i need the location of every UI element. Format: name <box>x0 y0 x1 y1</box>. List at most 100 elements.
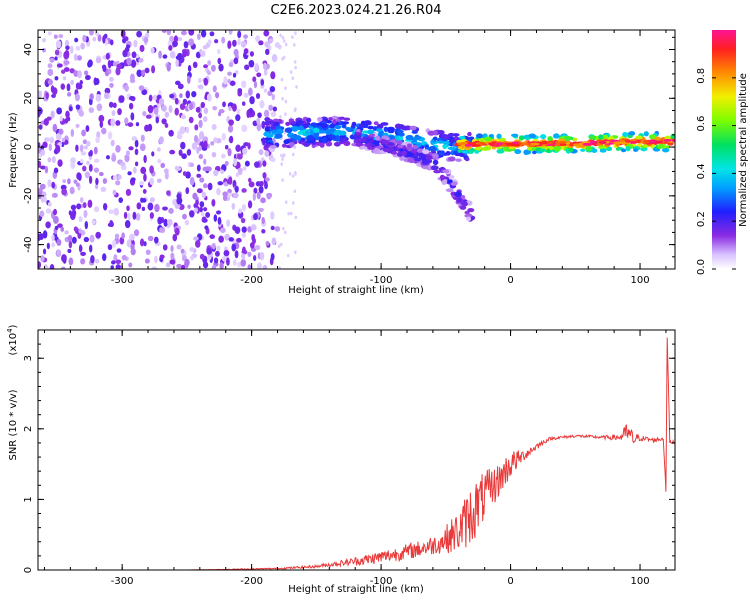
spectrogram-cell <box>164 122 169 128</box>
spectrogram-cell <box>228 237 234 242</box>
spectrogram-cell <box>271 54 278 63</box>
spectrogram-cell <box>68 106 73 112</box>
spectrogram-cell <box>481 146 489 151</box>
spectrogram-cell <box>598 145 604 150</box>
spectrogram-cell <box>53 215 59 224</box>
spectrogram-cell <box>294 31 297 35</box>
spectrogram-cell <box>141 198 147 203</box>
spectrogram-cell <box>79 80 83 85</box>
spectrogram-cell <box>558 140 568 144</box>
spectrogram-cell <box>115 264 121 269</box>
spectrogram-cell <box>221 153 226 159</box>
spectrogram-cell <box>196 164 201 172</box>
spectrogram-cell <box>213 257 219 264</box>
spectrogram-cell <box>504 142 515 146</box>
spectrogram-cell <box>49 264 55 269</box>
spectrogram-cell <box>179 126 186 135</box>
spectrogram-cell <box>192 61 198 69</box>
spectrogram-cell <box>258 149 264 156</box>
spectrogram-cell <box>135 161 139 167</box>
spectrogram-cell <box>60 226 65 232</box>
spectrogram-cell <box>189 162 195 168</box>
spectrogram-cell <box>149 212 154 219</box>
spectrogram-cell <box>142 189 147 194</box>
spectrogram-cell <box>241 188 247 193</box>
spectrogram-cell <box>59 115 63 122</box>
spectrogram-cell <box>109 82 114 88</box>
spectrogram-cell <box>112 189 117 196</box>
spectrogram-cell <box>599 148 607 153</box>
spectrogram-cell <box>448 156 456 162</box>
spectrogram-cell <box>61 188 68 196</box>
spectrogram-cell <box>71 209 77 217</box>
spectrogram-cell <box>218 111 222 117</box>
spectrogram-cell <box>406 151 413 158</box>
x-tick-label: -100 <box>370 576 393 587</box>
spectrogram-cell <box>382 147 391 153</box>
spectrogram-cell <box>405 134 414 141</box>
spectrogram-cell <box>572 143 581 147</box>
spectrogram-cell <box>112 239 117 248</box>
spectrogram-cell <box>306 134 315 140</box>
spectrogram-cell <box>248 177 252 183</box>
spectrogram-cell <box>194 124 199 131</box>
spectrogram-cell <box>123 211 128 219</box>
spectrogram-cell <box>499 137 507 142</box>
spectrogram-cell <box>204 225 209 230</box>
spectrogram-cell <box>343 140 351 146</box>
spectrogram-cell <box>356 138 364 143</box>
spectrogram-cell <box>83 209 88 218</box>
spectrogram-cell <box>256 72 262 78</box>
spectrogram-cell <box>38 261 42 269</box>
spectrogram-cell <box>149 177 155 186</box>
spectrogram-cell <box>133 229 140 237</box>
spectrogram-cell <box>256 122 262 132</box>
spectrogram-cell <box>198 112 203 119</box>
spectrogram-cell <box>154 203 160 213</box>
spectrogram-cell <box>201 216 207 223</box>
spectrogram-cell <box>227 148 232 157</box>
spectrogram-cell <box>126 44 131 49</box>
spectrogram-cell <box>622 131 629 137</box>
spectrogram-cell <box>341 123 347 129</box>
spectrogram-cell <box>105 155 110 160</box>
spectrogram-cell <box>38 233 41 242</box>
spectrogram-cell <box>149 197 155 203</box>
spectrogram-cell <box>530 142 540 146</box>
spectrogram-cell <box>211 264 216 269</box>
spectrogram-cell <box>47 68 54 77</box>
spectrogram-cell <box>203 107 209 115</box>
spectrogram-cell <box>314 136 320 141</box>
spectrogram-cell <box>51 156 56 164</box>
spectrogram-cell <box>124 117 129 125</box>
spectrogram-cell <box>433 136 438 141</box>
spectrogram-cell <box>95 177 99 186</box>
spectrogram-cell <box>166 63 171 72</box>
spectrogram-cell <box>281 96 284 101</box>
spectrogram-cell <box>162 206 168 211</box>
spectrogram-cell <box>54 49 60 56</box>
spectrogram-cell <box>108 101 114 108</box>
spectrogram-cell <box>263 109 270 118</box>
spectrogram-cell <box>376 123 384 130</box>
spectrogram-cell <box>325 129 332 136</box>
spectrogram-cell <box>518 135 525 140</box>
spectrogram-cell <box>222 191 228 197</box>
spectrogram-cell <box>293 189 297 193</box>
spectrogram-cell <box>54 76 59 81</box>
colorbar-ticks: 0.0 0.2 0.4 0.6 0.8 <box>696 68 736 275</box>
spectrogram-cell <box>511 133 519 138</box>
spectrogram-cell <box>47 201 52 207</box>
spectrogram-cell <box>633 148 639 152</box>
spectrogram-cell <box>353 134 362 140</box>
spectrogram-cell <box>454 191 462 197</box>
spectrogram-cell <box>97 34 102 42</box>
spectrogram-cell <box>144 258 150 264</box>
y-tick-label: -40 <box>23 236 34 252</box>
spectrogram-cell <box>496 148 505 154</box>
spectrogram-cell <box>158 50 162 59</box>
spectrogram-cell <box>39 210 45 217</box>
spectrogram-cell <box>242 147 248 155</box>
spectrogram-cell <box>254 244 261 251</box>
spectrogram-cell <box>568 146 574 153</box>
